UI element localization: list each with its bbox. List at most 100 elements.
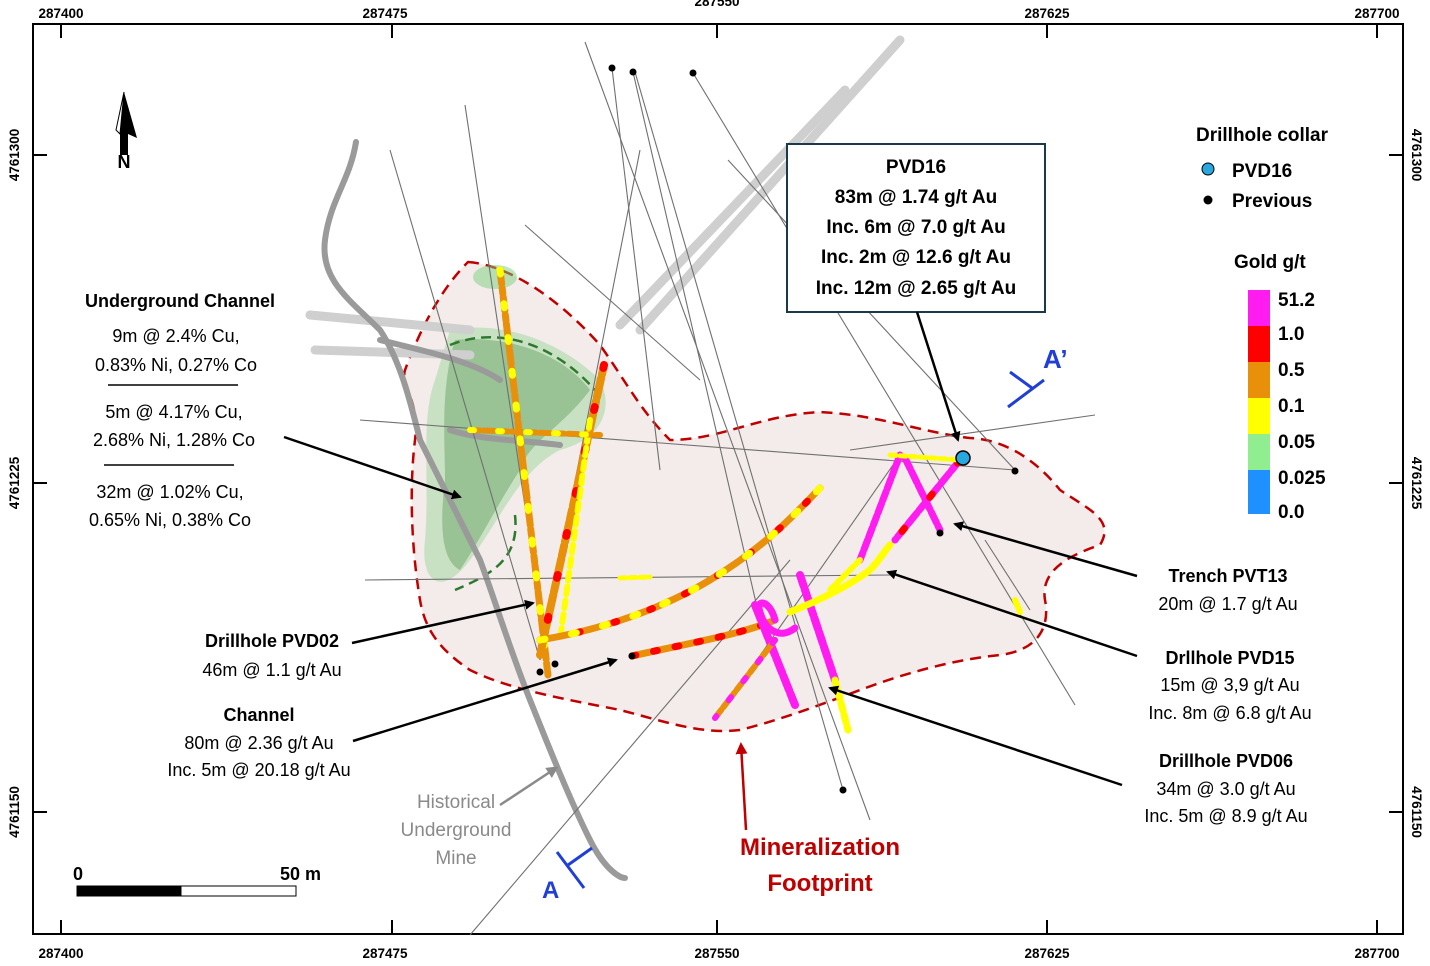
collar-dot[interactable]	[629, 68, 637, 76]
section-a-label: A	[542, 877, 559, 904]
legend-pvd16-label: PVD16	[1232, 161, 1292, 182]
pvd06-title: Drillhole PVD06	[1159, 751, 1293, 771]
assay-traces	[467, 266, 1023, 734]
left-coordinates: 4761300 4761225 4761150	[7, 129, 22, 838]
pvd16-collar[interactable]	[955, 450, 971, 466]
historical-mine-line: Underground	[401, 820, 512, 841]
mineralization-line: Mineralization	[740, 834, 900, 861]
collar-dot[interactable]	[839, 786, 847, 794]
legend-gold-title: Gold g/t	[1234, 252, 1306, 273]
pvd06-line: 34m @ 3.0 g/t Au	[1156, 779, 1295, 799]
right-coord-label: 4761225	[1409, 457, 1424, 510]
collar-dot[interactable]	[608, 64, 616, 72]
gold-color-ramp	[1248, 290, 1270, 514]
pvd16-callout: PVD16 83m @ 1.74 g/t Au Inc. 6m @ 7.0 g/…	[786, 143, 1046, 313]
underground-channel-line: 5m @ 4.17% Cu,	[105, 402, 242, 422]
collar-dot[interactable]	[936, 529, 944, 537]
underground-channel-callout: Underground Channel 9m @ 2.4% Cu, 0.83% …	[85, 291, 275, 530]
gold-scale-label: 0.05	[1278, 432, 1315, 453]
pvd02-callout: Drillhole PVD02 46m @ 1.1 g/t Au	[202, 631, 341, 680]
right-coordinates: 4761300 4761225 4761150	[1409, 129, 1424, 838]
left-coord-label: 4761225	[7, 456, 22, 509]
pvd02-title: Drillhole PVD02	[205, 631, 339, 651]
underground-channel-title: Underground Channel	[85, 291, 275, 311]
historical-mine-line: Mine	[435, 848, 476, 869]
legend-collar-title: Drillhole collar	[1196, 125, 1329, 146]
underground-channel-line: 0.65% Ni, 0.38% Co	[89, 510, 251, 530]
mineralization-footprint	[402, 260, 1106, 733]
bottom-coord-label: 287475	[362, 946, 408, 961]
scale-start-label: 0	[73, 864, 83, 884]
mineralization-line: Footprint	[767, 870, 872, 897]
frame-ticks	[33, 24, 1403, 934]
scale-bar: 0 50 m	[73, 864, 321, 897]
left-coord-label: 4761150	[7, 786, 22, 838]
legend-previous-label: Previous	[1232, 191, 1312, 212]
trench-line: 20m @ 1.7 g/t Au	[1158, 594, 1297, 614]
channel-line: Inc. 5m @ 20.18 g/t Au	[167, 760, 350, 780]
pvd15-title: Drllhole PVD15	[1165, 648, 1294, 668]
pvd16-line: Inc. 2m @ 12.6 g/t Au	[821, 247, 1011, 268]
bottom-coord-label: 287625	[1024, 946, 1070, 961]
bottom-coord-label: 287700	[1354, 946, 1399, 961]
north-arrow-icon: N	[115, 91, 137, 172]
top-coord-label: 287700	[1354, 6, 1399, 21]
underground-channel-line: 9m @ 2.4% Cu,	[112, 326, 239, 346]
gold-scale-label: 1.0	[1278, 324, 1304, 345]
previous-collars	[536, 64, 1019, 794]
top-coordinates: 287400 287475 287550 287625 287700	[38, 0, 1399, 21]
underground-channel-line: 2.68% Ni, 1.28% Co	[93, 430, 255, 450]
trench-title: Trench PVT13	[1168, 566, 1287, 586]
legend-previous-dot	[1203, 195, 1213, 205]
top-coord-label: 287475	[362, 6, 408, 21]
top-coord-label: 287400	[38, 6, 83, 21]
pvd15-callout: Drllhole PVD15 15m @ 3,9 g/t Au Inc. 8m …	[1148, 648, 1311, 723]
collar-dot[interactable]	[628, 652, 636, 660]
gold-scale-label: 0.5	[1278, 360, 1305, 381]
gold-scale-label: 0.0	[1278, 502, 1304, 523]
channel-callout: Channel 80m @ 2.36 g/t Au Inc. 5m @ 20.1…	[167, 705, 350, 780]
underground-channel-line: 0.83% Ni, 0.27% Co	[95, 355, 257, 375]
trench-pvt13-callout: Trench PVT13 20m @ 1.7 g/t Au	[1158, 566, 1297, 614]
leader-arrows	[283, 311, 1138, 787]
pvd16-line: 83m @ 1.74 g/t Au	[835, 187, 997, 208]
section-a-prime-label: A’	[1043, 344, 1068, 374]
bottom-coord-label: 287400	[38, 946, 83, 961]
underground-channel-line: 32m @ 1.02% Cu,	[96, 482, 243, 502]
bottom-coordinates: 287400 287475 287550 287625 287700	[38, 946, 1399, 961]
right-coord-label: 4761150	[1409, 786, 1424, 838]
channel-title: Channel	[223, 705, 294, 725]
pvd16-line: Inc. 12m @ 2.65 g/t Au	[816, 278, 1017, 299]
historical-mine-line: Historical	[417, 792, 495, 813]
collar-dot[interactable]	[536, 668, 544, 676]
pvd06-line: Inc. 5m @ 8.9 g/t Au	[1144, 806, 1307, 826]
right-coord-label: 4761300	[1409, 129, 1424, 182]
legend: Drillhole collar PVD16 Previous Gold g/t…	[1196, 125, 1329, 523]
pvd15-line: Inc. 8m @ 6.8 g/t Au	[1148, 703, 1311, 723]
pvd15-line: 15m @ 3,9 g/t Au	[1160, 675, 1299, 695]
top-coord-label: 287550	[694, 0, 739, 9]
gold-scale-label: 0.1	[1278, 396, 1305, 417]
collar-dot[interactable]	[551, 660, 559, 668]
mineralization-footprint-label: Mineralization Footprint	[735, 742, 900, 897]
pvd02-line: 46m @ 1.1 g/t Au	[202, 660, 341, 680]
gold-scale-label: 51.2	[1278, 290, 1315, 311]
north-label: N	[118, 152, 131, 172]
scale-end-label: 50 m	[280, 864, 321, 884]
section-a-marker	[555, 846, 593, 889]
top-coord-label: 287625	[1024, 6, 1070, 21]
historical-mine-label: Historical Underground Mine	[401, 766, 559, 869]
legend-pvd16-dot	[1201, 162, 1215, 176]
left-coord-label: 4761300	[7, 129, 22, 182]
collar-dot[interactable]	[1011, 467, 1019, 475]
channel-line: 80m @ 2.36 g/t Au	[184, 733, 333, 753]
collar-dot[interactable]	[689, 69, 697, 77]
gold-scale-label: 0.025	[1278, 468, 1326, 489]
bottom-coord-label: 287550	[694, 946, 739, 961]
pvd06-callout: Drillhole PVD06 34m @ 3.0 g/t Au Inc. 5m…	[1144, 751, 1307, 826]
section-a-prime-marker	[1007, 370, 1045, 409]
pvd16-title: PVD16	[886, 157, 946, 178]
pvd16-line: Inc. 6m @ 7.0 g/t Au	[826, 217, 1005, 238]
historical-mine-workings	[321, 139, 628, 881]
